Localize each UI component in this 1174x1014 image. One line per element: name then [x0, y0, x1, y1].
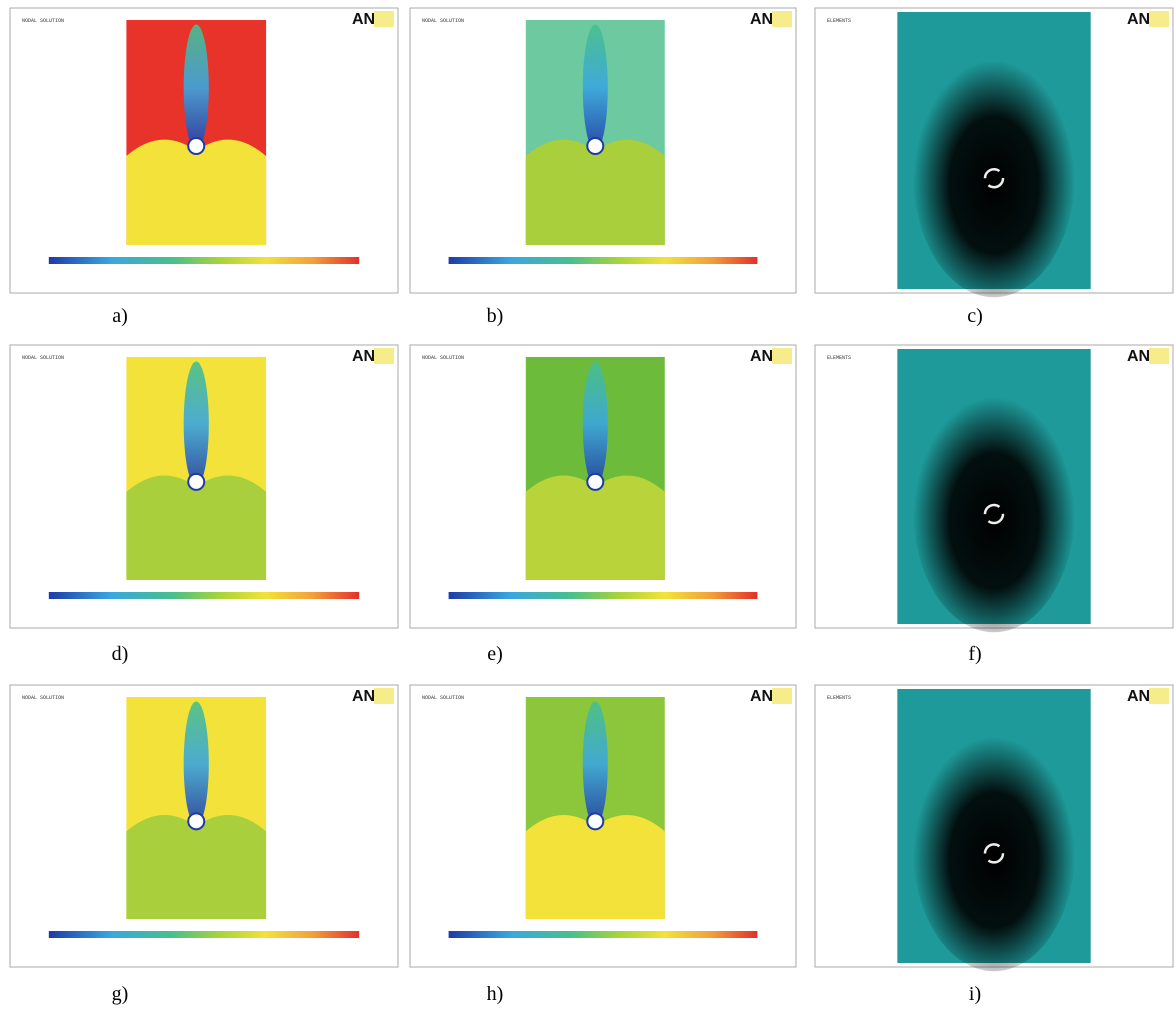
- figure: NODAL SOLUTION AN a) NODAL SOLUTION AN b) ELEM…: [0, 0, 1174, 1014]
- logo: AN: [352, 11, 375, 28]
- panel: NODAL SOLUTION AN: [10, 8, 398, 293]
- mesh-refinement: [913, 385, 1075, 633]
- panel: ELEMENTS AN: [815, 685, 1173, 971]
- hole: [587, 813, 603, 829]
- colorbar: [449, 931, 758, 938]
- panel: NODAL SOLUTION AN: [410, 8, 796, 293]
- logo-box: [1149, 11, 1169, 27]
- panel: ELEMENTS AN: [815, 345, 1173, 632]
- panel-label: e): [487, 643, 503, 665]
- panel-title: NODAL SOLUTION: [422, 355, 464, 361]
- logo: AN: [750, 348, 773, 365]
- panel-title: NODAL SOLUTION: [22, 18, 64, 24]
- logo: AN: [750, 11, 773, 28]
- panel-label: b): [487, 305, 504, 327]
- plume: [583, 361, 608, 486]
- hole: [587, 138, 603, 154]
- plate-bottom: [526, 140, 665, 245]
- logo: AN: [1127, 688, 1150, 705]
- panel: NODAL SOLUTION AN: [10, 345, 398, 628]
- panel-label: i): [969, 983, 981, 1005]
- plume: [583, 701, 608, 825]
- colorbar: [49, 931, 359, 938]
- panel: NODAL SOLUTION AN: [10, 685, 398, 967]
- plate-bottom: [526, 815, 665, 919]
- panel-title: NODAL SOLUTION: [22, 695, 64, 701]
- panel-label: f): [968, 643, 981, 665]
- panel-title: ELEMENTS: [827, 695, 851, 701]
- plate-bottom: [126, 476, 266, 580]
- panel-title: ELEMENTS: [827, 355, 851, 361]
- colorbar: [49, 592, 359, 599]
- panel-title: NODAL SOLUTION: [422, 18, 464, 24]
- mesh-refinement: [913, 725, 1075, 972]
- logo-box: [772, 348, 792, 364]
- logo-box: [374, 688, 394, 704]
- colorbar: [449, 592, 758, 599]
- plume: [583, 25, 608, 151]
- panel: NODAL SOLUTION AN: [410, 685, 796, 967]
- colorbar: [49, 257, 359, 264]
- logo: AN: [1127, 348, 1150, 365]
- logo: AN: [1127, 11, 1150, 28]
- panel: ELEMENTS AN: [815, 8, 1173, 297]
- hole: [188, 474, 204, 490]
- logo-box: [374, 348, 394, 364]
- panel-title: ELEMENTS: [827, 18, 851, 24]
- hole: [188, 813, 204, 829]
- panel: NODAL SOLUTION AN: [410, 345, 796, 628]
- hole: [188, 138, 204, 154]
- mesh-refinement: [913, 48, 1075, 297]
- hole: [587, 474, 603, 490]
- logo-box: [772, 11, 792, 27]
- plate-bottom: [126, 140, 266, 245]
- panel-title: NODAL SOLUTION: [22, 355, 64, 361]
- panel-label: c): [967, 305, 983, 327]
- panel-label: h): [487, 983, 504, 1005]
- logo: AN: [352, 688, 375, 705]
- colorbar: [449, 257, 758, 264]
- plume: [184, 25, 209, 151]
- plume: [184, 701, 209, 825]
- plume: [184, 361, 209, 486]
- logo-box: [772, 688, 792, 704]
- plate-bottom: [526, 476, 665, 580]
- logo-box: [1149, 348, 1169, 364]
- logo: AN: [352, 348, 375, 365]
- plate-bottom: [126, 815, 266, 919]
- logo-box: [1149, 688, 1169, 704]
- panel-label: a): [112, 305, 128, 327]
- logo-box: [374, 11, 394, 27]
- panel-title: NODAL SOLUTION: [422, 695, 464, 701]
- panel-label: g): [112, 983, 129, 1005]
- panel-label: d): [112, 643, 129, 665]
- logo: AN: [750, 688, 773, 705]
